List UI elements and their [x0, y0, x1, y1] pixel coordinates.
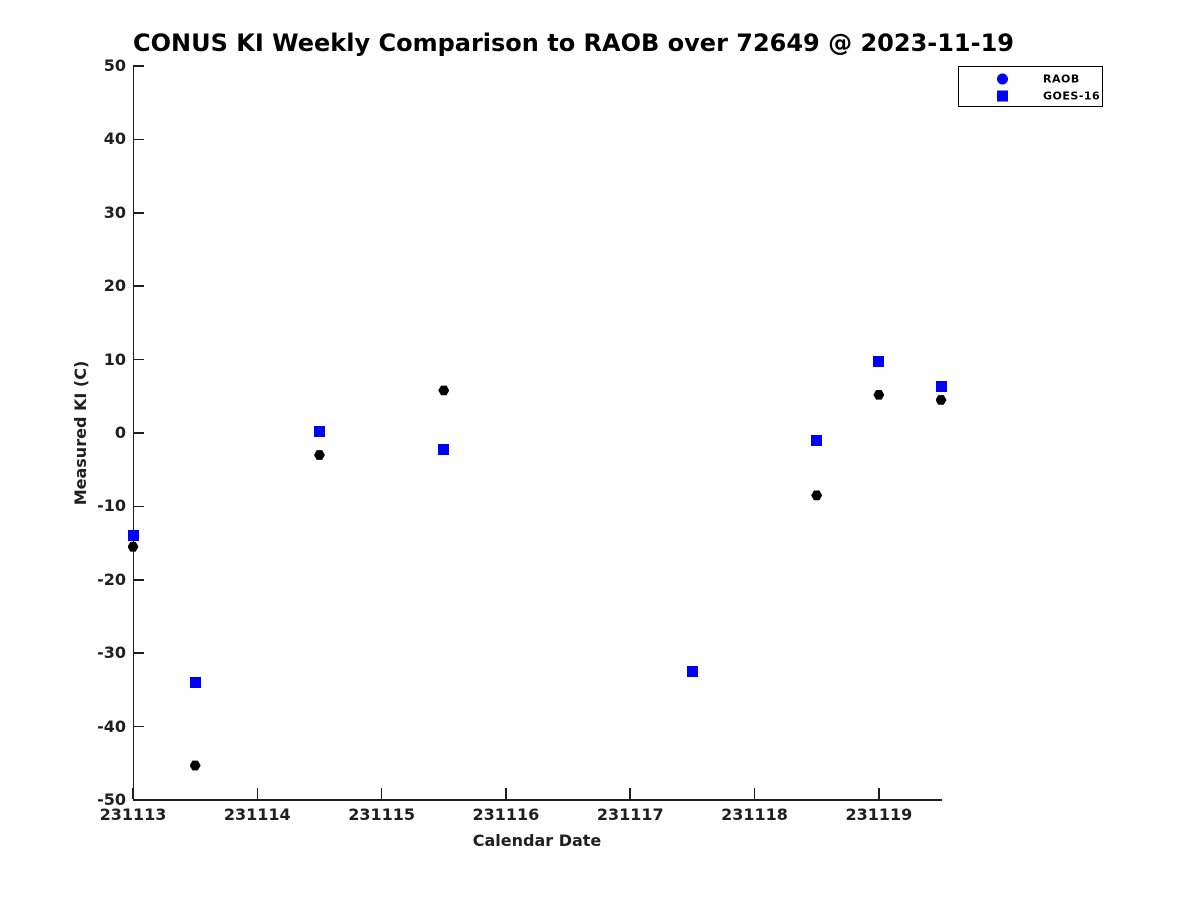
- x-tick: [878, 788, 880, 799]
- y-tick-label: 40: [103, 129, 126, 149]
- y-tick: [133, 285, 144, 287]
- y-tick-label: -50: [97, 790, 126, 809]
- chart-title: CONUS KI Weekly Comparison to RAOB over …: [133, 29, 1014, 57]
- x-tick-label: 231119: [845, 805, 913, 824]
- x-tick: [505, 788, 507, 799]
- x-tick-label: 231113: [99, 805, 167, 824]
- data-point-raob: [438, 385, 450, 396]
- y-tick: [133, 65, 144, 67]
- y-tick: [133, 652, 144, 654]
- data-point-raob: [873, 389, 885, 400]
- x-tick: [380, 788, 383, 799]
- y-tick: [133, 579, 144, 581]
- data-point-goes16: [127, 530, 139, 542]
- data-point-goes16: [873, 355, 885, 367]
- data-point-goes16: [811, 434, 823, 446]
- y-tick-label: 50: [103, 56, 126, 75]
- y-tick-label: -30: [97, 643, 126, 663]
- data-point-raob: [811, 490, 823, 501]
- data-point-goes16: [686, 666, 698, 678]
- data-point-raob: [127, 541, 139, 552]
- y-tick: [133, 432, 144, 434]
- data-point-goes16: [438, 443, 450, 455]
- y-tick-label: 30: [103, 202, 126, 222]
- y-tick: [133, 505, 144, 508]
- y-tick: [133, 138, 144, 141]
- y-tick: [133, 725, 144, 728]
- data-point-raob: [189, 760, 201, 771]
- raob-marker-icon: [997, 73, 1008, 84]
- y-tick-label: 0: [114, 423, 126, 442]
- x-tick-label: 231114: [223, 805, 291, 824]
- y-tick-label: -20: [97, 569, 126, 589]
- x-tick-label: 231116: [472, 805, 540, 824]
- data-point-goes16: [935, 380, 947, 392]
- data-point-goes16: [189, 677, 201, 689]
- y-tick: [133, 358, 144, 361]
- y-tick-label: 10: [103, 349, 126, 369]
- y-tick-label: 20: [103, 276, 126, 296]
- data-point-raob: [935, 395, 947, 405]
- x-tick: [132, 788, 134, 799]
- legend-label-raob: RAOB: [1043, 72, 1080, 85]
- x-axis-label: Calendar Date: [472, 831, 602, 850]
- goes16-marker-icon: [997, 90, 1008, 101]
- x-tick-label: 231118: [721, 805, 788, 824]
- y-tick-label: -10: [97, 496, 126, 516]
- legend: RAOB GOES-16: [958, 66, 1103, 107]
- x-tick: [629, 788, 631, 799]
- x-tick-label: 231117: [596, 805, 664, 824]
- data-point-goes16: [313, 426, 325, 438]
- x-tick: [753, 788, 756, 799]
- x-tick-label: 231115: [348, 805, 415, 824]
- x-tick: [256, 788, 259, 799]
- data-point-raob: [313, 450, 325, 460]
- legend-row-raob: RAOB: [959, 70, 1102, 87]
- y-tick-label: -40: [97, 716, 126, 736]
- legend-row-goes16: GOES-16: [959, 87, 1102, 104]
- x-axis-spine: [132, 799, 942, 801]
- y-tick: [133, 212, 144, 214]
- legend-label-goes16: GOES-16: [1043, 89, 1101, 102]
- y-tick: [133, 799, 144, 801]
